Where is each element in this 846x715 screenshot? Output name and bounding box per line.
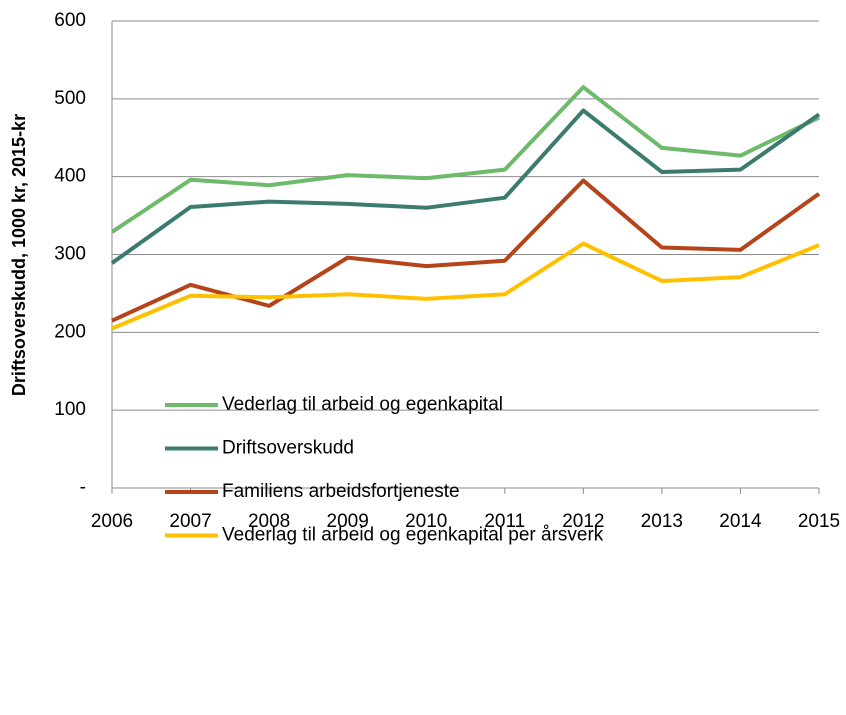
y-tick-label: 300 <box>54 244 86 265</box>
legend-label: Vederlag til arbeid og egenkapital per å… <box>222 525 604 546</box>
x-tick-label: 2008 <box>248 511 290 532</box>
y-tick-label: 500 <box>54 88 86 109</box>
x-tick-label: 2015 <box>798 511 840 532</box>
y-tick-label: 200 <box>54 321 86 342</box>
x-tick-label: 2007 <box>169 511 211 532</box>
y-axis-label: Driftsoverskudd, 1000 kr, 2015-kr <box>9 114 29 396</box>
legend-label: Vederlag til arbeid og egenkapital <box>222 394 503 415</box>
x-tick-label: 2010 <box>405 511 447 532</box>
series-line <box>110 85 820 234</box>
x-tick-label: 2014 <box>719 511 762 532</box>
legend-label: Familiens arbeidsfortjeneste <box>222 481 460 502</box>
series-line <box>110 108 821 265</box>
x-tick-label: 2012 <box>562 511 604 532</box>
y-tick-label: 100 <box>54 399 86 420</box>
y-tick-label: 600 <box>54 10 86 31</box>
y-tick-label: - <box>80 477 86 498</box>
x-tick-label: 2009 <box>327 511 369 532</box>
y-tick-label: 400 <box>54 166 86 187</box>
x-tick-label: 2006 <box>91 511 133 532</box>
x-tick-label: 2011 <box>484 511 525 532</box>
x-tick-label: 2013 <box>641 511 683 532</box>
legend-label: Driftsoverskudd <box>222 438 354 459</box>
series-line <box>111 241 820 331</box>
